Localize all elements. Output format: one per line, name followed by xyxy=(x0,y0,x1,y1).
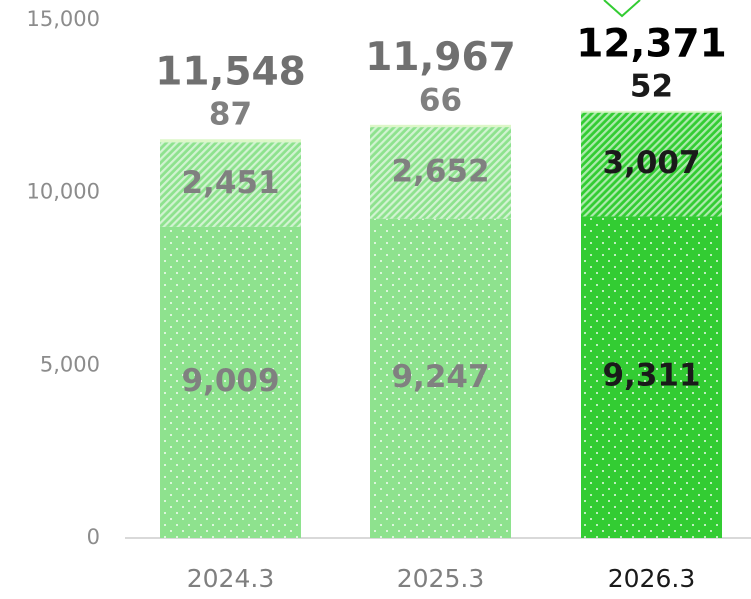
bar-texture xyxy=(160,142,301,227)
data-label: 66 xyxy=(419,82,462,118)
data-label: 9,247 xyxy=(391,359,489,395)
y-tick-label: 0 xyxy=(87,525,100,549)
y-tick-label: 15,000 xyxy=(27,7,100,31)
marker-chevron xyxy=(603,0,641,18)
x-tick-label: 2026.3 xyxy=(608,564,695,593)
data-label: 2,652 xyxy=(391,153,489,189)
data-label: 87 xyxy=(209,97,252,133)
bar-segment xyxy=(581,110,722,113)
bar-texture xyxy=(370,218,511,538)
bar-texture xyxy=(581,216,722,538)
bar-segment xyxy=(370,124,511,128)
x-tick-label: 2024.3 xyxy=(187,564,274,593)
data-label: 52 xyxy=(630,68,673,104)
total-label: 11,967 xyxy=(365,35,516,80)
total-label: 11,548 xyxy=(155,50,306,95)
data-label: 2,451 xyxy=(181,165,279,201)
y-tick-label: 5,000 xyxy=(40,352,100,376)
x-tick-label: 2025.3 xyxy=(397,564,484,593)
data-label: 3,007 xyxy=(602,145,700,181)
y-tick-label: 10,000 xyxy=(27,180,100,204)
bar-texture xyxy=(581,112,722,217)
bar-texture xyxy=(160,226,301,538)
data-label: 9,009 xyxy=(181,363,279,399)
bar-texture xyxy=(370,127,511,219)
data-label: 9,311 xyxy=(602,358,700,394)
bar-segment xyxy=(160,139,301,143)
total-label: 12,371 xyxy=(576,21,727,66)
